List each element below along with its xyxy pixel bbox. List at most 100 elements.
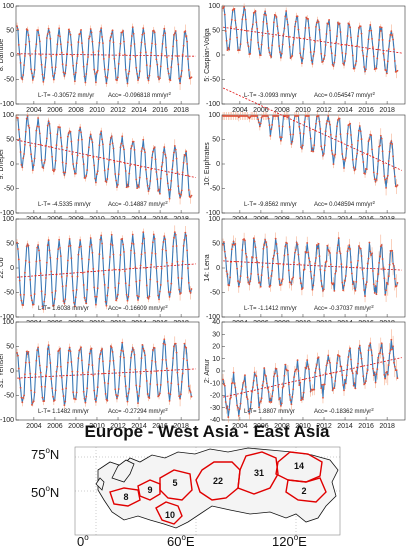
data-point — [382, 357, 385, 359]
data-point — [253, 371, 256, 374]
data-point — [346, 132, 349, 135]
data-point — [66, 146, 68, 149]
data-point — [354, 387, 357, 390]
data-point — [156, 383, 159, 386]
y-tick-label: -40 — [210, 417, 220, 424]
data-point — [123, 356, 125, 359]
data-point — [382, 162, 385, 165]
data-point — [352, 280, 355, 283]
data-point — [362, 277, 365, 280]
data-point — [90, 347, 93, 350]
data-point — [290, 283, 293, 286]
data-point — [124, 170, 127, 172]
data-point — [31, 401, 34, 404]
data-point — [102, 360, 104, 363]
data-point — [230, 18, 233, 21]
data-point — [171, 57, 174, 60]
data-point — [285, 10, 288, 12]
data-point — [117, 388, 120, 390]
data-point — [388, 263, 391, 266]
data-point — [64, 171, 67, 174]
data-point — [153, 237, 156, 240]
data-point — [222, 378, 224, 381]
data-point — [133, 353, 136, 356]
y-tick-label: 50 — [212, 137, 220, 144]
data-point — [327, 115, 330, 117]
data-point — [16, 25, 18, 28]
data-point — [334, 153, 337, 156]
data-point — [52, 169, 54, 171]
data-point — [47, 120, 50, 123]
data-point — [85, 175, 88, 177]
data-point — [177, 383, 180, 386]
basin-outline-5 — [159, 469, 193, 501]
data-point — [315, 244, 318, 246]
data-point — [44, 385, 46, 388]
data-point — [355, 370, 358, 373]
data-point — [359, 25, 362, 28]
data-point — [86, 63, 89, 66]
lat-label-50n: 50oN — [31, 484, 59, 500]
data-point — [64, 400, 67, 403]
data-point — [133, 43, 136, 45]
data-point — [244, 18, 247, 21]
data-point — [101, 242, 103, 245]
data-point — [123, 148, 125, 151]
data-point — [174, 342, 177, 345]
data-point — [294, 370, 296, 373]
data-point — [364, 295, 366, 297]
data-point — [23, 293, 25, 296]
data-point — [313, 50, 316, 53]
data-point — [228, 284, 231, 287]
data-point — [34, 50, 37, 52]
data-point — [391, 348, 394, 351]
data-point — [90, 31, 93, 34]
data-point — [267, 47, 270, 49]
data-point — [339, 252, 342, 255]
data-point — [130, 249, 132, 252]
data-point — [173, 151, 175, 154]
data-point — [30, 294, 32, 297]
data-point — [240, 265, 243, 268]
data-point — [31, 169, 34, 172]
data-point — [94, 295, 96, 298]
data-point — [381, 150, 384, 153]
data-point — [147, 79, 150, 82]
data-point — [154, 252, 157, 255]
data-point — [370, 254, 373, 256]
x-tick-label: 2006 — [47, 107, 63, 114]
data-point — [357, 129, 360, 132]
data-point — [38, 40, 41, 43]
data-point — [185, 234, 188, 237]
data-point — [335, 270, 338, 272]
x-tick-label: 2016 — [152, 423, 168, 430]
y-tick-label: -100 — [0, 417, 14, 424]
data-point — [230, 396, 232, 399]
data-point — [224, 30, 227, 32]
data-point — [386, 370, 388, 373]
data-point — [325, 33, 328, 35]
data-point — [107, 168, 110, 170]
data-point — [380, 137, 383, 140]
data-point — [135, 384, 138, 387]
data-point — [136, 294, 139, 297]
data-point — [338, 117, 341, 120]
data-point — [172, 45, 174, 48]
data-point — [139, 264, 142, 267]
data-point — [74, 398, 77, 401]
data-point — [85, 302, 88, 305]
data-point — [66, 274, 68, 277]
data-point — [22, 397, 25, 399]
data-point — [76, 154, 79, 157]
data-point — [95, 173, 98, 176]
data-point — [368, 344, 371, 347]
data-point — [300, 56, 302, 59]
data-point — [393, 277, 396, 280]
data-point — [267, 277, 270, 279]
data-point — [292, 388, 295, 391]
data-point — [52, 78, 55, 81]
series-line — [16, 231, 193, 310]
data-point — [343, 167, 345, 169]
trend-line — [17, 139, 196, 178]
data-point — [379, 144, 381, 147]
